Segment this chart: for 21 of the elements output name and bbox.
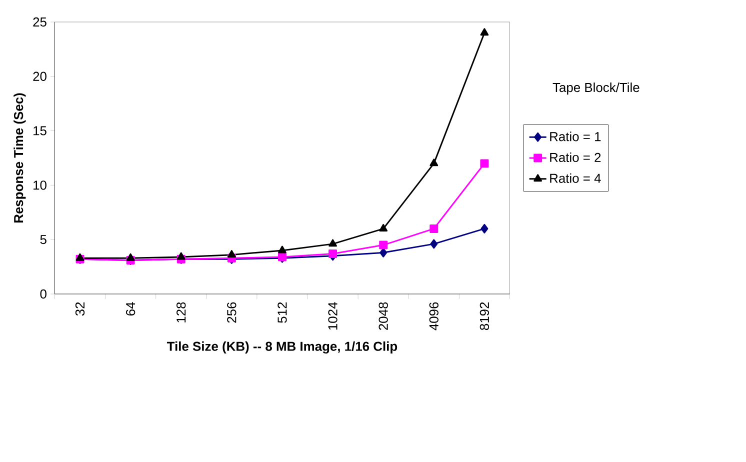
x-tick-label: 128 — [176, 302, 186, 322]
x-tick-label: 4096 — [429, 302, 438, 330]
y-tick-label: 0 — [40, 289, 46, 299]
y-tick-label: 20 — [33, 72, 46, 81]
x-tick-label: 32 — [75, 302, 85, 316]
x-tick-label: 2048 — [378, 302, 388, 330]
x-tick-label: 1024 — [328, 302, 338, 330]
x-tick-label: 8192 — [480, 302, 490, 330]
y-tick-label: 5 — [40, 235, 46, 244]
y-tick-label: 10 — [34, 180, 46, 190]
y-axis-title: Response Time (Sec) — [14, 93, 26, 223]
legend-title: Tape Block/Tile — [552, 82, 640, 95]
y-tick-label: 25 — [33, 17, 46, 27]
legend-label: Ratio = 1 — [550, 132, 601, 142]
x-axis-title: Tile Size (KB) -- 8 MB Image, 1/16 Clip — [166, 341, 398, 354]
x-tick-label: 256 — [227, 302, 236, 323]
y-tick-label: 15 — [34, 126, 46, 136]
legend-label: Ratio = 4 — [550, 173, 601, 183]
x-tick-label: 512 — [278, 302, 287, 323]
x-tick-label: 64 — [126, 302, 136, 316]
legend-label: Ratio = 2 — [550, 152, 601, 162]
